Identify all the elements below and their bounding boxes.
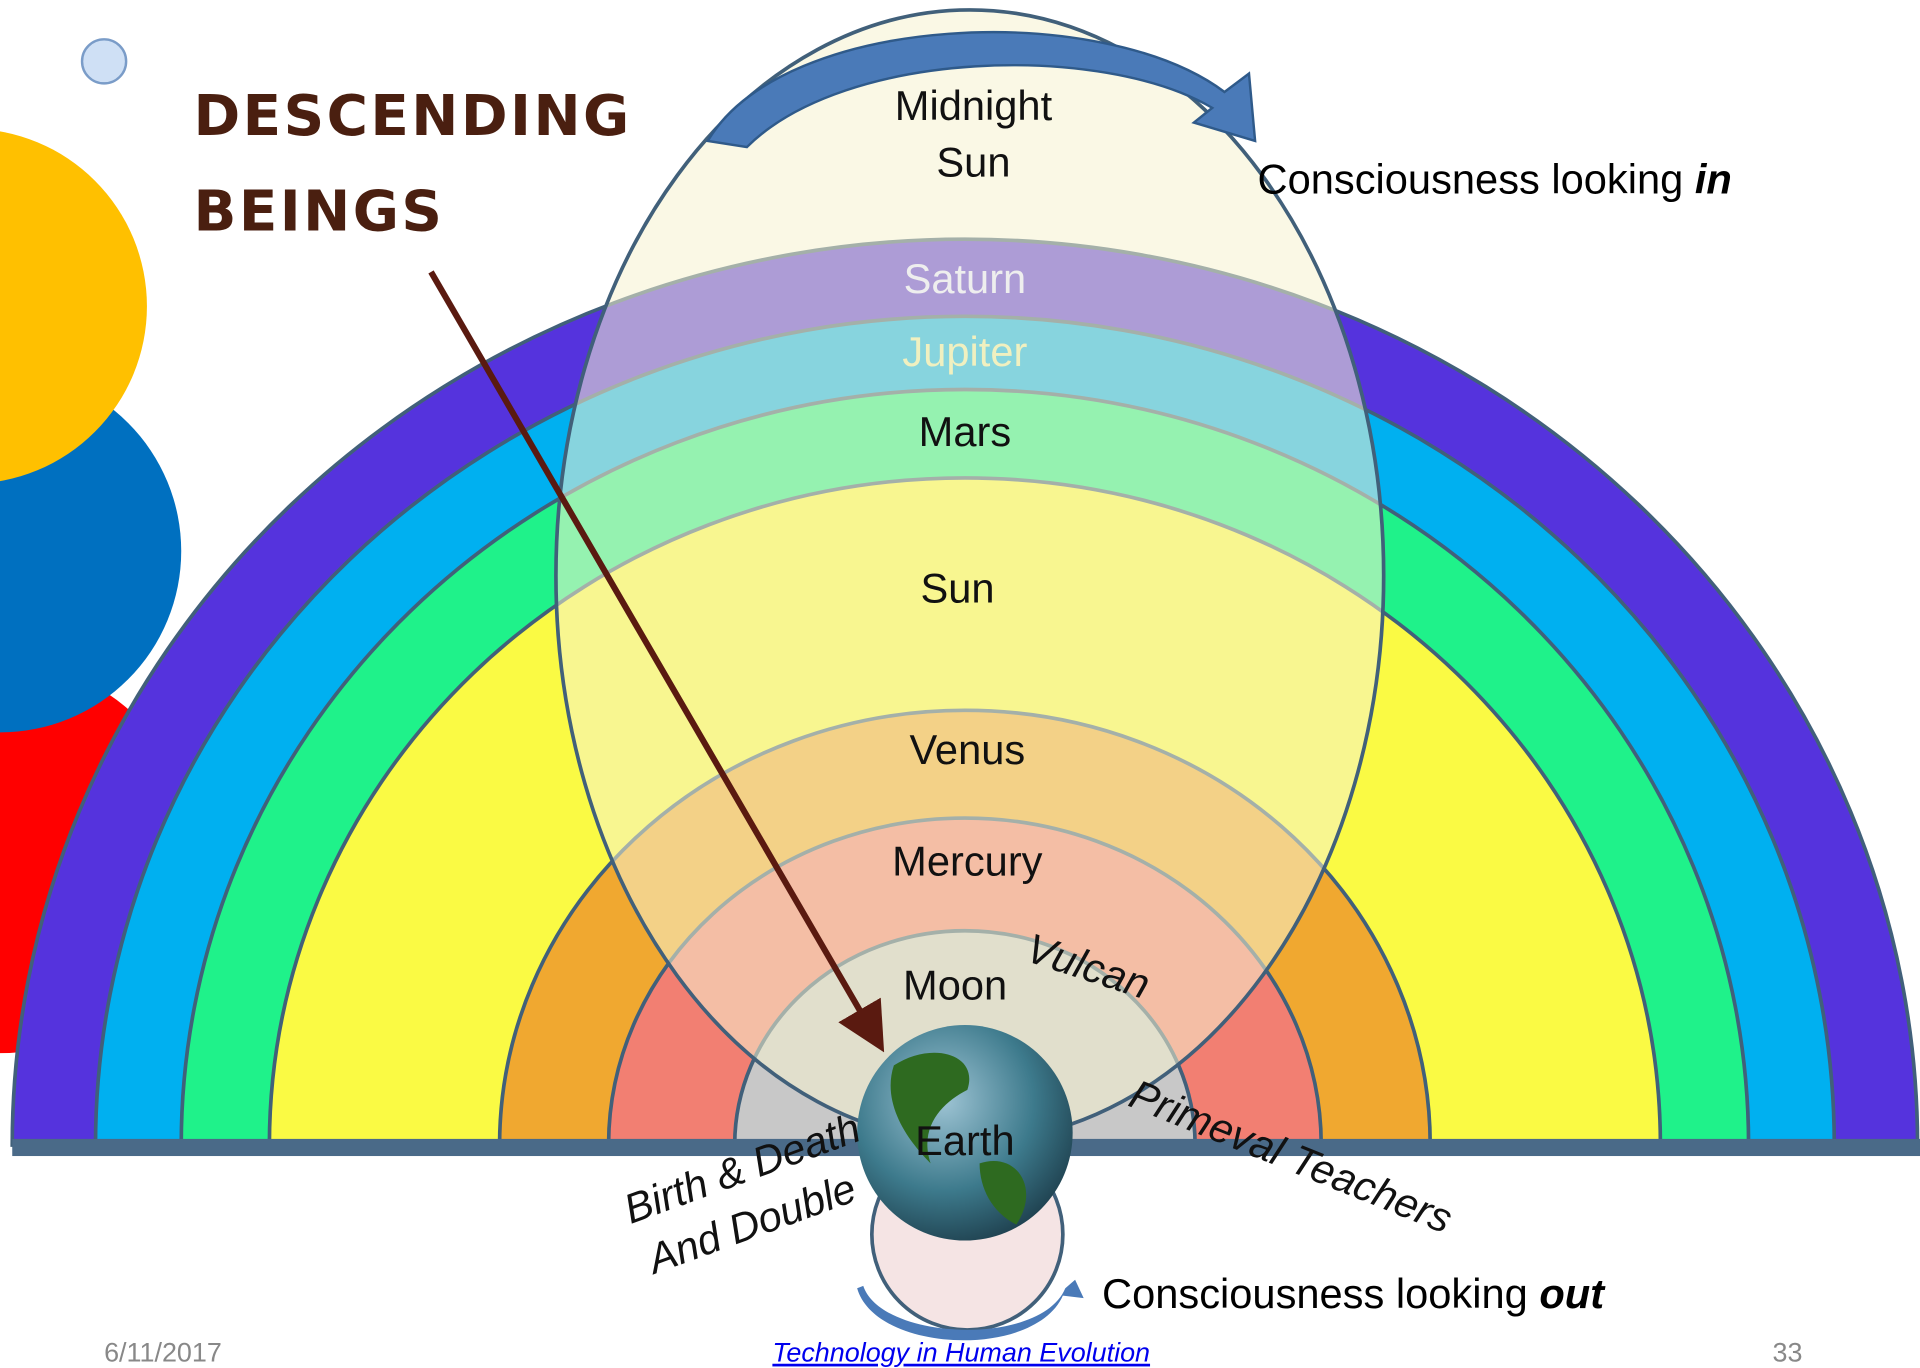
consciousness-out: Consciousness looking out: [1102, 1270, 1606, 1317]
page-number: 33: [1772, 1338, 1802, 1368]
band-label: Moon: [903, 961, 1007, 1008]
title: BEINGS: [193, 179, 444, 244]
band-label: Midnight: [895, 82, 1053, 129]
band-label: Earth: [915, 1117, 1015, 1164]
band-label: Mars: [919, 408, 1012, 455]
title: DESCENDING: [193, 84, 631, 149]
band-label: Mercury: [892, 838, 1043, 885]
text: Consciousness looking: [1102, 1270, 1539, 1317]
band-label: Jupiter: [902, 328, 1027, 375]
emphasis: in: [1695, 156, 1732, 203]
page: {"title": {"lines": ["DESCENDING", "BEIN…: [0, 0, 1920, 1368]
footer-link[interactable]: Technology in Human Evolution: [772, 1338, 1150, 1368]
deco-circle: [82, 39, 126, 83]
band-label: Venus: [909, 726, 1025, 773]
slide: DESCENDING BEINGS Midnight Sun Saturn Ju…: [0, 0, 1920, 1368]
text: Consciousness looking: [1258, 156, 1695, 203]
consciousness-in: Consciousness looking in: [1258, 156, 1732, 203]
band-label: Sun: [936, 138, 1010, 185]
emphasis: out: [1539, 1270, 1606, 1317]
band-label: Saturn: [904, 255, 1027, 302]
footer-date: 6/11/2017: [104, 1338, 222, 1368]
band-label: Sun: [921, 565, 995, 612]
